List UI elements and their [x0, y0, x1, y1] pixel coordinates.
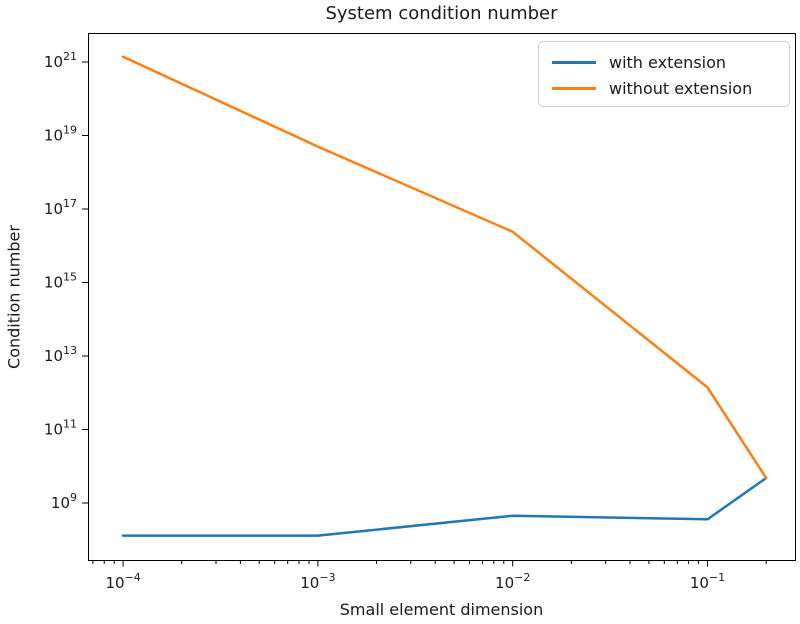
legend-item-without-extension: without extension: [552, 75, 789, 101]
plot-frame: [88, 33, 796, 561]
x-axis-ticks: 10−4 10−3 10−2 10−1: [92, 560, 767, 592]
legend-line-sample: [552, 60, 596, 64]
legend: with extension without extension: [538, 41, 790, 107]
y-axis-ticks: 109 1011 1013 1015 1017 1019 1021: [44, 50, 89, 512]
y-tick-label: 1017: [44, 197, 77, 218]
line-with-extension: [121, 476, 768, 537]
legend-item-with-extension: with extension: [552, 49, 789, 75]
y-tick-label: 1013: [44, 344, 77, 365]
x-axis-label: Small element dimension: [339, 600, 544, 619]
y-tick-label: 1019: [44, 124, 77, 145]
legend-label: with extension: [609, 52, 727, 72]
legend-line-sample: [552, 86, 596, 90]
x-tick-label: 10−3: [300, 571, 335, 592]
y-tick-label: 1015: [44, 271, 77, 292]
x-tick-label: 10−2: [495, 571, 530, 592]
y-tick-label: 1011: [44, 418, 77, 439]
legend-label: without extension: [609, 78, 753, 98]
y-tick-label: 109: [51, 491, 77, 512]
line-without-extension: [121, 55, 768, 480]
data-lines: [121, 55, 768, 537]
x-tick-label: 10−4: [105, 571, 140, 592]
chart-title: System condition number: [325, 3, 558, 24]
x-tick-label: 10−1: [690, 571, 725, 592]
y-tick-label: 1021: [44, 50, 77, 71]
